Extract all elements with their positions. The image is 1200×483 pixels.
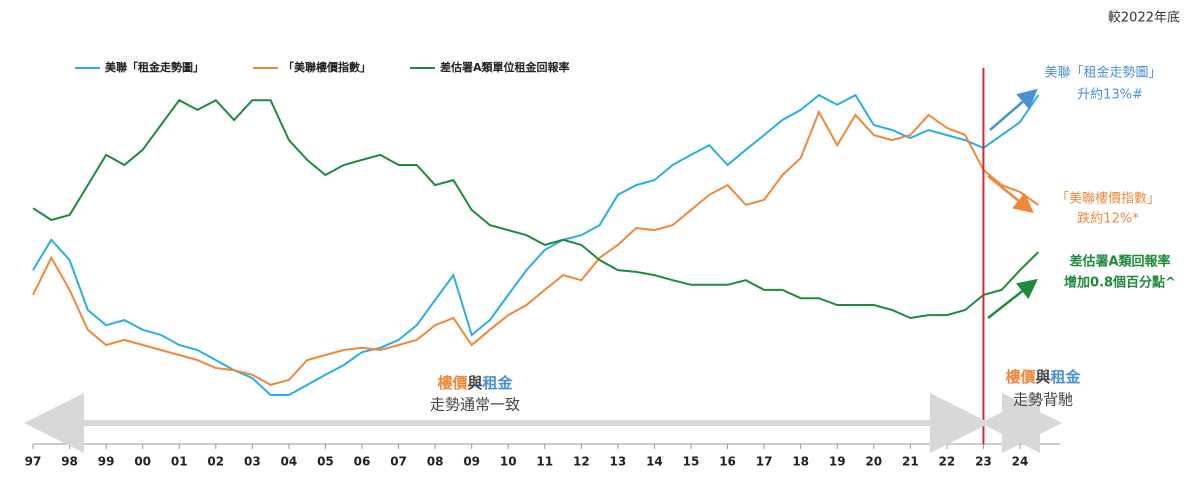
- x-tick-label: 03: [244, 455, 261, 469]
- annotation: 差估署A類回報率: [1069, 254, 1170, 270]
- x-tick-label: 02: [207, 455, 224, 469]
- annotation: 走勢通常一致: [430, 396, 520, 414]
- x-tick-label: 09: [463, 455, 480, 469]
- x-tick-label: 16: [719, 455, 736, 469]
- x-tick-label: 19: [829, 455, 846, 469]
- legend-label: 差估署A類單位租金回報率: [440, 60, 570, 74]
- x-tick-label: 13: [610, 455, 627, 469]
- series-line: [32, 109, 1039, 386]
- trend-arrow: [987, 175, 1034, 214]
- x-tick-label: 23: [975, 455, 992, 469]
- x-tick-label: 97: [25, 455, 42, 469]
- annotation: 「美聯樓價指數」: [1056, 192, 1160, 207]
- x-tick-label: 01: [171, 455, 188, 469]
- annotation: 走勢背馳: [1013, 391, 1073, 409]
- x-tick-label: 24: [1012, 455, 1029, 469]
- legend-label: 「美聯樓價指數」: [283, 60, 371, 74]
- legend-label: 美聯「租金走勢圖」: [105, 60, 204, 74]
- trend-arrow: [989, 88, 1038, 131]
- x-tick-label: 99: [98, 455, 115, 469]
- x-tick-label: 11: [536, 455, 553, 469]
- x-tick-label: 10: [500, 455, 517, 469]
- annotation: 樓價與租金: [437, 374, 513, 392]
- x-tick-label: 14: [646, 455, 663, 469]
- series-line: [32, 98, 1040, 320]
- x-tick-label: 21: [902, 455, 919, 469]
- x-tick-label: 20: [865, 455, 882, 469]
- x-tick-label: 07: [390, 455, 407, 469]
- x-tick-label: 18: [792, 455, 809, 469]
- plot: 97 98 99 00 01 02 03 04 05 06 07 08 09 10 11 12 13 14 15 16…: [25, 68, 1060, 469]
- corner-note: 較2022年底: [1108, 10, 1180, 26]
- x-tick-label: 98: [61, 455, 78, 469]
- x-tick-label: 05: [317, 455, 334, 469]
- x-tick-label: 22: [939, 455, 956, 469]
- x-tick-label: 04: [281, 455, 298, 469]
- annotation: 樓價與租金: [1005, 368, 1081, 386]
- x-tick-label: 15: [683, 455, 700, 469]
- annotation: 美聯「租金走勢圖」: [1044, 65, 1161, 81]
- x-tick-label: 08: [427, 455, 444, 469]
- x-tick-label: 12: [573, 455, 590, 469]
- x-tick-label: 06: [354, 455, 371, 469]
- annotation: 增加0.8個百分點^: [1064, 275, 1176, 291]
- annotation: 升約13%#: [1077, 88, 1143, 103]
- trend-arrow: [987, 278, 1038, 319]
- x-tick-label: 00: [134, 455, 151, 469]
- annotation: 跌約12%*: [1077, 211, 1139, 227]
- x-tick-label: 17: [756, 455, 773, 469]
- series-line: [32, 93, 1040, 396]
